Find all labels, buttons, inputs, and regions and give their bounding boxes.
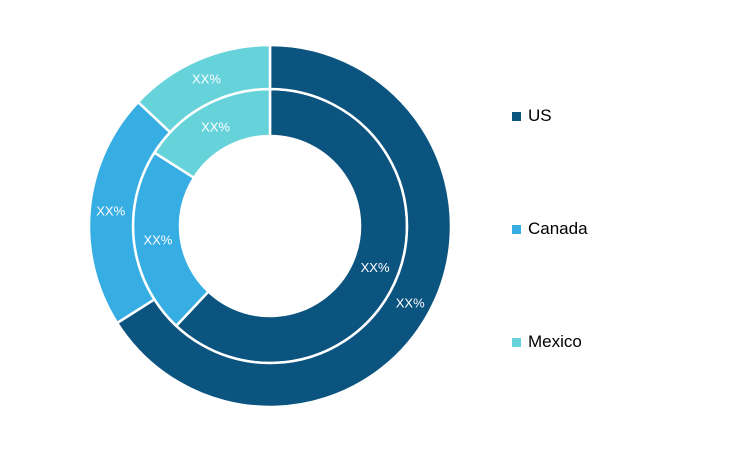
legend-item-us: US [512, 106, 552, 126]
legend-item-canada: Canada [512, 219, 588, 239]
outer-label-canada: XX% [96, 203, 125, 218]
outer-slice-mexico [136, 43, 272, 134]
legend-label-canada: Canada [528, 219, 588, 238]
outer-label-mexico: XX% [192, 72, 221, 87]
inner-label-canada: XX% [143, 233, 172, 248]
inner-label-mexico: XX% [201, 119, 230, 134]
legend-swatch-us [512, 111, 521, 121]
legend-swatch-canada [512, 224, 521, 234]
legend-swatch-mexico [512, 337, 521, 347]
legend-item-mexico: Mexico [512, 332, 582, 352]
legend-label-us: US [528, 106, 552, 125]
outer-slice-us [115, 43, 453, 409]
inner-label-us: XX% [361, 260, 390, 275]
outer-label-us: XX% [396, 296, 425, 311]
legend: US Canada Mexico [512, 0, 712, 451]
legend-label-mexico: Mexico [528, 332, 582, 351]
